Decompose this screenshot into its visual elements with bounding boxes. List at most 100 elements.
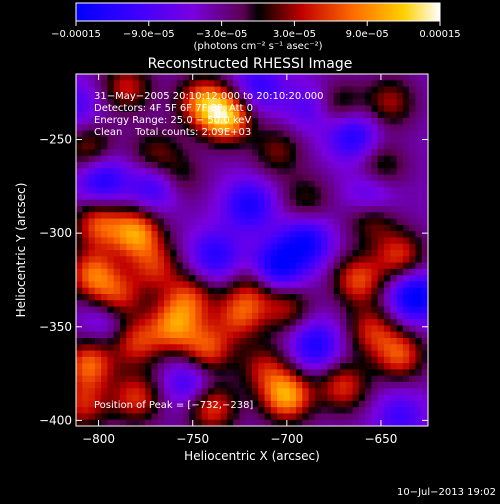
heatmap-cell — [384, 174, 391, 182]
heatmap-cell — [88, 312, 96, 320]
heatmap-cell — [358, 99, 366, 106]
heatmap-cell — [333, 388, 341, 395]
heatmap-cell — [371, 199, 379, 207]
heatmap-cell — [189, 105, 196, 113]
heatmap-cell — [201, 130, 209, 138]
heatmap-cell — [145, 344, 152, 351]
heatmap-cell — [113, 350, 121, 358]
heatmap-cell — [132, 218, 140, 226]
heatmap-cell — [365, 369, 372, 377]
heatmap-cell — [138, 281, 146, 289]
heatmap-cell — [352, 130, 360, 138]
heatmap-cell — [270, 243, 278, 251]
heatmap-cell — [157, 250, 165, 257]
heatmap-cell — [327, 262, 335, 270]
heatmap-cell — [289, 149, 297, 157]
heatmap-cell — [195, 99, 203, 106]
heatmap-cell — [170, 187, 177, 194]
heatmap-cell — [333, 193, 341, 201]
heatmap-cell — [283, 86, 291, 94]
heatmap-cell — [88, 262, 96, 270]
heatmap-cell — [384, 243, 391, 251]
heatmap-cell — [409, 419, 416, 426]
heatmap-cell — [157, 356, 165, 364]
heatmap-cell — [270, 268, 278, 276]
heatmap-cell — [270, 363, 278, 370]
heatmap-cell — [189, 275, 196, 282]
heatmap-cell — [421, 413, 428, 421]
heatmap-cell — [409, 86, 416, 94]
heatmap-cell — [208, 218, 215, 226]
heatmap-cell — [195, 155, 203, 163]
heatmap-cell — [346, 218, 353, 226]
heatmap-cell — [151, 218, 159, 226]
heatmap-cell — [101, 268, 108, 276]
heatmap-cell — [270, 344, 278, 351]
heatmap-cell — [94, 80, 102, 87]
heatmap-cell — [145, 338, 152, 345]
heatmap-cell — [208, 281, 215, 289]
heatmap-cell — [170, 300, 177, 307]
heatmap-cell — [214, 206, 221, 213]
heatmap-cell — [170, 338, 177, 345]
heatmap-cell — [352, 268, 360, 276]
heatmap-cell — [239, 243, 247, 251]
heatmap-cell — [132, 111, 140, 119]
heatmap-cell — [164, 162, 171, 169]
heatmap-cell — [289, 206, 297, 213]
heatmap-cell — [327, 130, 335, 138]
heatmap-cell — [270, 407, 278, 414]
heatmap-cell — [151, 199, 159, 207]
heatmap-cell — [346, 111, 353, 119]
heatmap-cell — [170, 256, 177, 263]
heatmap-cell — [245, 319, 253, 326]
heatmap-cell — [270, 74, 278, 81]
heatmap-cell — [189, 99, 196, 106]
heatmap-cell — [76, 74, 83, 81]
heatmap-cell — [145, 407, 152, 414]
heatmap-cell — [377, 136, 385, 144]
heatmap-cell — [390, 369, 397, 377]
heatmap-cell — [226, 268, 234, 276]
heatmap-cell — [220, 155, 228, 163]
heatmap-cell — [296, 331, 303, 339]
heatmap-cell — [239, 344, 247, 351]
heatmap-cell — [352, 375, 360, 383]
heatmap-cell — [170, 149, 177, 157]
heatmap-cell — [201, 174, 209, 182]
heatmap-cell — [333, 162, 341, 169]
heatmap-cell — [239, 394, 247, 402]
heatmap-cell — [107, 312, 115, 320]
heatmap-cell — [365, 388, 372, 395]
heatmap-cell — [239, 356, 247, 364]
heatmap-cell — [176, 111, 184, 119]
heatmap-cell — [289, 143, 297, 150]
heatmap-cell — [88, 224, 96, 232]
heatmap-cell — [296, 224, 303, 232]
heatmap-cell — [151, 224, 159, 232]
heatmap-cell — [415, 419, 423, 426]
heatmap-cell — [321, 206, 328, 213]
heatmap-cell — [321, 111, 328, 119]
heatmap-cell — [402, 218, 410, 226]
heatmap-cell — [189, 369, 196, 377]
heatmap-cell — [352, 287, 360, 295]
heatmap-cell — [252, 250, 259, 257]
heatmap-cell — [321, 80, 328, 87]
heatmap-cell — [88, 92, 96, 100]
heatmap-cell — [76, 86, 83, 94]
heatmap-cell — [170, 206, 177, 213]
heatmap-cell — [88, 256, 96, 263]
heatmap-cell — [113, 369, 121, 377]
heatmap-cell — [132, 237, 140, 245]
heatmap-cell — [107, 155, 115, 163]
heatmap-cell — [220, 243, 228, 251]
heatmap-cell — [365, 294, 372, 301]
heatmap-cell — [390, 306, 397, 314]
heatmap-cell — [88, 419, 96, 426]
heatmap-cell — [264, 74, 272, 81]
heatmap-cell — [157, 86, 165, 94]
heatmap-cell — [283, 268, 291, 276]
heatmap-cell — [264, 124, 272, 131]
heatmap-cell — [239, 212, 247, 219]
